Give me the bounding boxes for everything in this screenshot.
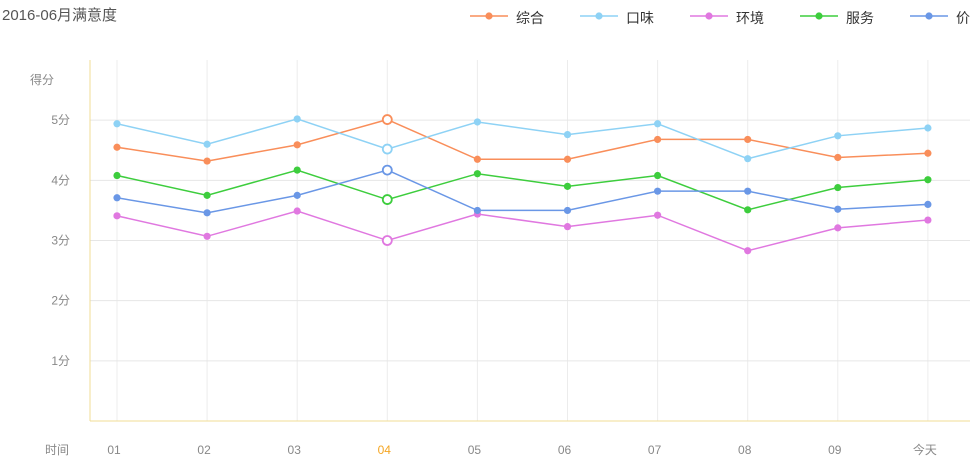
y-axis-label: 得分: [30, 72, 54, 87]
series-line: [116, 169, 928, 211]
data-point: [113, 120, 121, 128]
x-tick-label: 04: [378, 443, 392, 457]
data-point: [654, 211, 662, 219]
data-point: [834, 153, 842, 162]
x-tick-label: 09: [828, 443, 842, 457]
data-point-highlighted: [381, 235, 393, 246]
data-point: [654, 171, 662, 180]
data-point-highlighted: [381, 164, 393, 176]
data-point: [834, 132, 842, 140]
data-point: [293, 207, 301, 215]
data-point: [744, 155, 752, 163]
legend-label: 价格: [956, 10, 970, 26]
y-tick-label: 1分: [51, 354, 70, 368]
data-point: [473, 206, 481, 215]
y-tick-label: 4分: [51, 173, 70, 187]
data-point: [293, 191, 301, 199]
data-point: [744, 187, 752, 195]
data-point: [834, 183, 842, 192]
legend-label: 口味: [626, 10, 654, 26]
data-point: [563, 206, 572, 215]
data-point: [563, 155, 572, 163]
data-point: [473, 155, 481, 163]
series-5: [113, 164, 932, 217]
x-tick-label: 今天: [913, 442, 937, 457]
data-point: [293, 166, 301, 174]
legend-marker-icon: [800, 12, 838, 20]
series-3: [113, 207, 932, 255]
data-point: [473, 118, 481, 126]
x-tick-label: 05: [468, 443, 482, 457]
legend-marker-icon: [690, 12, 728, 20]
series-2: [113, 115, 932, 163]
data-point-highlighted: [381, 143, 393, 155]
data-point: [924, 200, 932, 208]
series-line: [116, 118, 928, 160]
data-point: [293, 141, 301, 149]
legend-label: 综合: [516, 10, 544, 26]
legend-marker-icon: [470, 12, 508, 20]
data-point: [654, 120, 662, 128]
x-tick-label: 07: [648, 443, 662, 457]
data-point: [654, 187, 662, 195]
y-tick-label: 3分: [51, 234, 70, 248]
data-point-highlighted: [381, 194, 393, 205]
data-point: [924, 176, 932, 184]
data-point: [654, 135, 662, 144]
data-point: [924, 149, 932, 157]
legend-label: 服务: [846, 10, 874, 26]
series-1: [113, 114, 932, 165]
legend-marker-icon: [910, 12, 948, 20]
x-tick-label: 02: [197, 443, 211, 457]
data-point: [744, 135, 752, 144]
data-point: [834, 224, 842, 232]
chart-legend: 综合 口味 环境 服务 价格: [470, 6, 970, 26]
data-point: [563, 131, 572, 139]
data-point: [203, 232, 211, 240]
x-tick-label: 06: [558, 443, 572, 457]
legend-label: 环境: [736, 10, 764, 26]
data-point: [203, 191, 211, 199]
x-tick-label: 01: [107, 443, 121, 457]
data-point-highlighted: [381, 114, 393, 125]
page-title: 2016-06月满意度: [2, 7, 118, 24]
legend-marker-icon: [580, 12, 618, 20]
series-line: [116, 169, 928, 214]
y-tick-label: 2分: [51, 294, 70, 308]
data-point: [203, 209, 211, 217]
data-point: [473, 170, 481, 178]
data-point: [744, 247, 752, 255]
data-point: [113, 171, 121, 180]
data-point: [203, 140, 211, 148]
data-point: [924, 216, 932, 224]
data-point: [563, 182, 572, 190]
data-point: [113, 194, 121, 202]
data-point: [293, 115, 301, 123]
data-point: [834, 205, 842, 213]
y-tick-label: 5分: [51, 113, 70, 127]
series-4: [113, 166, 932, 214]
x-tick-label: 03: [288, 443, 302, 457]
x-axis-label: 时间: [45, 443, 69, 457]
series-line: [116, 210, 928, 252]
data-point: [113, 212, 121, 220]
data-point: [924, 124, 932, 132]
data-point: [744, 206, 752, 214]
data-point: [203, 157, 211, 165]
data-point: [563, 223, 572, 231]
x-tick-label: 08: [738, 443, 752, 457]
series-line: [116, 118, 928, 162]
data-point: [113, 143, 121, 151]
